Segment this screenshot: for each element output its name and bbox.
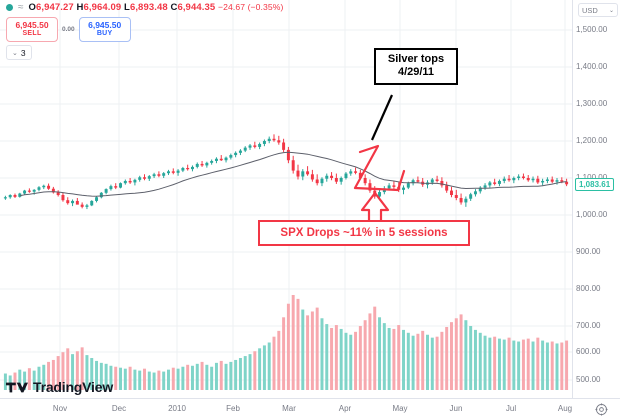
chevron-down-icon: ⌄	[608, 7, 614, 14]
buy-price: 6,945.50	[88, 20, 122, 31]
price-axis[interactable]: USD ⌄ 1,500.00 1,400.00 1,300.00 1,200.00 1,…	[572, 0, 620, 398]
time-tick-4: Mar	[282, 404, 296, 413]
last-price-badge: 1,083.61	[575, 178, 615, 191]
price-tick-7: 800.00	[576, 284, 601, 293]
spread-value: 0.00	[62, 26, 75, 33]
quantity-value: 3	[20, 47, 26, 58]
ohlc-low-key: L	[124, 2, 130, 13]
price-tick-9: 600.00	[576, 347, 601, 356]
ohlc-high-value: 6,964.09	[83, 2, 122, 13]
trade-buttons-row: 6,945.50 SELL 0.00 6,945.50 BUY	[6, 17, 131, 42]
time-tick-0: Nov	[52, 404, 68, 413]
currency-value: USD	[582, 5, 598, 15]
price-tick-0: 1,500.00	[576, 25, 608, 34]
chevron-down-icon: ⌄	[12, 49, 18, 57]
price-tick-2: 1,300.00	[576, 99, 608, 108]
ohlc-high-key: H	[76, 2, 84, 13]
annotation-spx-text: SPX Drops ~11% in 5 sessions	[280, 227, 448, 239]
sell-price: 6,945.50	[15, 20, 49, 31]
chart-canvas[interactable]	[0, 0, 572, 398]
price-tick-1: 1,400.00	[576, 62, 608, 71]
time-tick-9: Aug	[557, 404, 573, 413]
settings-gear-icon[interactable]	[595, 403, 608, 416]
price-tick-3: 1,200.00	[576, 136, 608, 145]
annotation-silver-line1: Silver tops	[387, 53, 445, 65]
annotation-silver-tops[interactable]: Silver tops 4/29/11	[374, 48, 458, 85]
time-axis[interactable]: Nov Dec 2010 Feb Mar Apr May Jun Jul Aug	[0, 398, 620, 419]
chart-legend: ≈ O6,947.27 H6,964.09 L6,893.48 C6,944.3…	[6, 2, 284, 13]
sell-label: SELL	[22, 30, 42, 38]
currency-selector[interactable]: USD ⌄	[578, 3, 618, 17]
visibility-icon[interactable]: ≈	[18, 1, 24, 13]
quantity-selector[interactable]: ⌄ 3	[6, 45, 32, 60]
price-tick-6: 900.00	[576, 247, 601, 256]
time-tick-6: May	[392, 404, 408, 413]
series-color-dot	[6, 4, 13, 11]
tradingview-wordmark: TradingView	[33, 379, 114, 395]
ohlc-low-value: 6,893.48	[129, 2, 168, 13]
buy-label: BUY	[96, 30, 113, 38]
price-tick-5: 1,000.00	[576, 210, 608, 219]
chart-plot	[0, 0, 572, 390]
ohlc-open-value: 6,947.27	[36, 2, 74, 13]
time-tick-5: Apr	[338, 404, 352, 413]
tradingview-logo-icon	[6, 382, 28, 392]
ohlc-open-key: O	[28, 2, 36, 13]
price-tick-4: 1,100.00	[576, 173, 607, 182]
ohlc-readout: O6,947.27 H6,964.09 L6,893.48 C6,944.35 …	[29, 2, 284, 13]
ohlc-close-value: 6,944.35	[177, 2, 216, 13]
price-tick-10: 500.00	[576, 375, 601, 384]
annotation-spx-drop[interactable]: SPX Drops ~11% in 5 sessions	[258, 220, 470, 246]
time-tick-8: Jul	[505, 404, 517, 413]
sell-button[interactable]: 6,945.50 SELL	[6, 17, 58, 42]
time-tick-3: Feb	[226, 404, 240, 413]
time-tick-7: Jun	[449, 404, 463, 413]
time-tick-1: Dec	[111, 404, 127, 413]
ohlc-close-key: C	[170, 2, 178, 13]
ohlc-change: −24.67 (−0.35%)	[217, 2, 284, 12]
tradingview-branding: TradingView	[6, 379, 113, 395]
price-tick-8: 700.00	[576, 321, 601, 330]
time-tick-2: 2010	[168, 404, 186, 413]
annotation-silver-line2: 4/29/11	[397, 65, 435, 78]
buy-button[interactable]: 6,945.50 BUY	[78, 17, 131, 42]
